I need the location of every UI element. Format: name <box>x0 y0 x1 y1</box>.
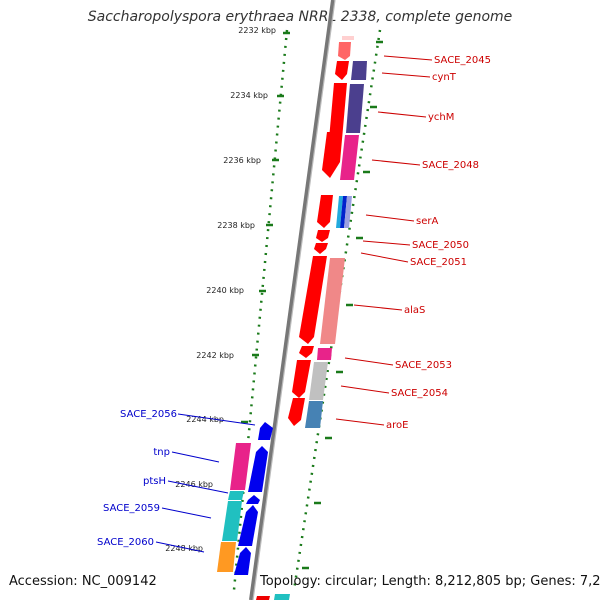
ruler-label: 2238 kbp <box>217 221 255 230</box>
reverse-cog-track <box>217 443 251 572</box>
gene-arrow-SACE_2050 <box>316 230 330 242</box>
leader-line <box>383 55 433 61</box>
leader-line <box>177 413 256 426</box>
leader-line <box>335 418 385 426</box>
gene-arrow-SACE_2045 <box>338 42 351 60</box>
gene-label-SACE_2053: SACE_2053 <box>395 360 452 371</box>
ruler-label: 2234 kbp <box>230 91 268 100</box>
cog-bar-SACE_2048 <box>340 135 359 180</box>
gene-arrow-alaS <box>299 256 327 344</box>
ruler-label: 2236 kbp <box>223 156 261 165</box>
leader-line <box>381 72 431 78</box>
leader-line <box>365 214 415 222</box>
gene-label-cynT: cynT <box>432 72 457 83</box>
topology-text: Topology: circular; Length: 8,212,805 bp… <box>260 574 600 589</box>
gene-label-serA: serA <box>416 216 438 227</box>
ruler-label: 2242 kbp <box>196 351 234 360</box>
cog-bar-serA-2 <box>340 196 347 228</box>
gene-arrow-SACE_2056 <box>258 422 273 440</box>
cog-bar-aroE <box>305 401 323 428</box>
gene-arrow-SACE_2051 <box>314 243 328 254</box>
leader-line <box>161 507 212 519</box>
cog-bar-top <box>342 36 354 40</box>
gene-arrow-cynT <box>335 61 349 80</box>
leader-line <box>362 240 411 246</box>
outer-track-left <box>232 29 289 591</box>
map-title: Saccharopolyspora erythraea NRRL 2338, c… <box>87 9 513 25</box>
gene-label-SACE_2051: SACE_2051 <box>410 257 467 268</box>
ruler-label: 2246 kbp <box>175 480 213 489</box>
ruler-label: 2244 kbp <box>186 415 224 424</box>
gene-arrow-serA <box>317 195 333 228</box>
cog-bar-alaS <box>320 258 345 344</box>
cog-bar-ychM <box>346 84 364 133</box>
leader-line <box>377 111 427 118</box>
right-label-leaders <box>335 55 433 426</box>
leader-line <box>167 480 229 494</box>
ruler-label: 2232 kbp <box>238 26 276 35</box>
leader-line <box>353 304 403 311</box>
gene-arrow-SACE_2048 <box>322 132 341 178</box>
leader-line <box>371 159 421 166</box>
cog-bar-ptsH <box>228 491 244 500</box>
cog-bar-SACE_2060 <box>217 542 236 572</box>
gene-arrow-bottom <box>256 596 270 600</box>
gene-arrow-ptsH <box>246 495 260 504</box>
gene-label-ychM: ychM <box>428 112 454 123</box>
gene-arrow-aroE <box>288 398 305 426</box>
gene-label-SACE_2056: SACE_2056 <box>120 409 177 420</box>
ruler-label: 2248 kbp <box>165 544 203 553</box>
gene-arrow-SACE_2054 <box>292 360 311 398</box>
gene-label-aroE: aroE <box>386 420 408 431</box>
cog-bar-serA-3 <box>344 196 352 228</box>
cog-bar-SACE_2059 <box>222 501 242 541</box>
leader-line <box>344 357 394 366</box>
cog-bar-serA-1 <box>336 196 343 228</box>
gene-label-SACE_2059: SACE_2059 <box>103 503 160 514</box>
outer-track-right <box>292 29 382 591</box>
cog-bar-bottom <box>274 594 290 600</box>
gene-label-tnp: tnp <box>153 447 170 458</box>
cog-bar-cynT <box>351 61 367 80</box>
leader-line <box>155 541 205 553</box>
gene-label-SACE_2050: SACE_2050 <box>412 240 469 251</box>
leader-line <box>171 451 220 463</box>
cog-bar-SACE_2053 <box>317 348 332 360</box>
gene-label-SACE_2054: SACE_2054 <box>391 388 448 399</box>
ruler-label: 2240 kbp <box>206 286 244 295</box>
forward-cog-track <box>274 36 367 600</box>
gene-label-ptsH: ptsH <box>143 476 166 487</box>
gene-arrow-SACE_2059 <box>238 505 258 546</box>
gene-arrow-SACE_2060 <box>234 547 251 575</box>
genome-backbone-shade <box>252 0 336 600</box>
gene-label-SACE_2060: SACE_2060 <box>97 537 154 548</box>
gene-label-SACE_2048: SACE_2048 <box>422 160 479 171</box>
forward-strand <box>288 42 351 426</box>
genome-backbone <box>249 0 335 600</box>
gene-label-alaS: alaS <box>404 305 425 316</box>
gene-arrow-SACE_2053 <box>299 346 314 358</box>
leader-line <box>340 385 390 394</box>
cog-bar-tnp <box>230 443 251 490</box>
leader-line <box>360 252 409 263</box>
left-label-leaders <box>155 413 256 553</box>
cog-bar-SACE_2054 <box>309 362 328 400</box>
reverse-strand <box>234 422 273 600</box>
accession-text: Accession: NC_009142 <box>9 574 157 589</box>
gene-label-SACE_2045: SACE_2045 <box>434 55 491 66</box>
gene-arrow-tnp <box>248 446 268 492</box>
